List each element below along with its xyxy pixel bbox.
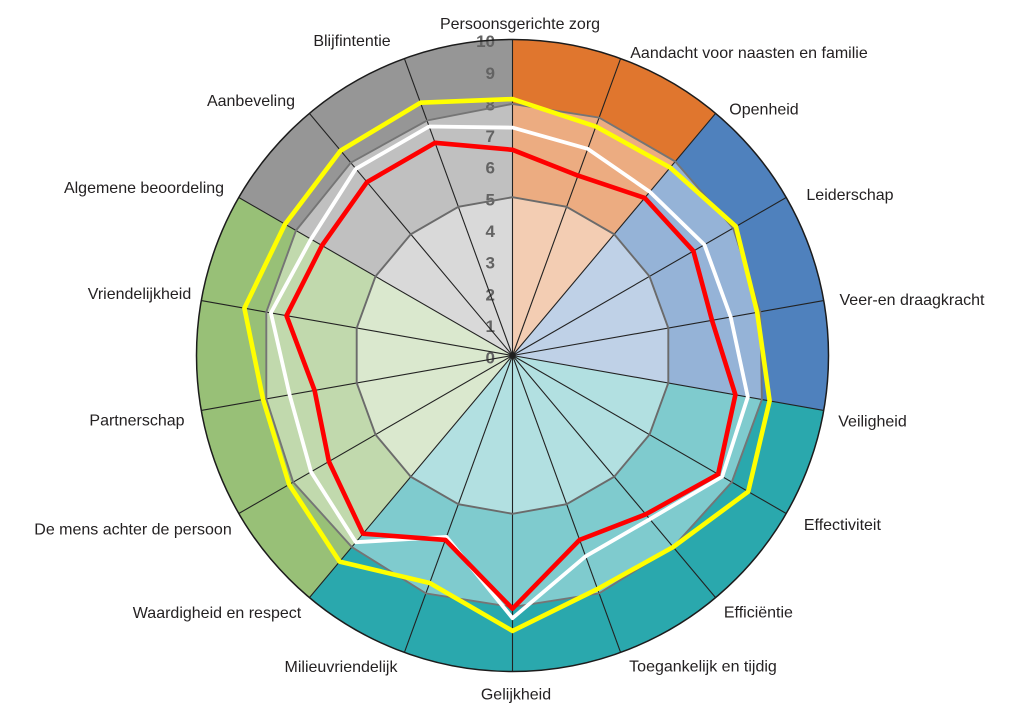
svg-text:0: 0 <box>486 349 495 368</box>
svg-text:Openheid: Openheid <box>729 102 798 119</box>
svg-text:Aanbeveling: Aanbeveling <box>207 93 295 110</box>
svg-text:6: 6 <box>486 159 495 178</box>
svg-text:Effectiviteit: Effectiviteit <box>804 517 882 534</box>
svg-text:Veiligheid: Veiligheid <box>838 413 907 430</box>
svg-text:Blijfintentie: Blijfintentie <box>313 33 390 50</box>
svg-text:Vriendelijkheid: Vriendelijkheid <box>88 286 191 303</box>
svg-text:Leiderschap: Leiderschap <box>806 187 893 204</box>
svg-text:9: 9 <box>486 64 495 83</box>
svg-text:4: 4 <box>486 222 496 241</box>
svg-text:Veer-en draagkracht: Veer-en draagkracht <box>840 292 986 309</box>
svg-text:Waardigheid en respect: Waardigheid en respect <box>133 605 302 622</box>
svg-text:5: 5 <box>486 190 495 209</box>
svg-text:Partnerschap: Partnerschap <box>89 413 184 430</box>
svg-text:10: 10 <box>476 32 495 51</box>
svg-text:Toegankelijk en tijdig: Toegankelijk en tijdig <box>629 658 777 675</box>
svg-text:Efficiëntie: Efficiëntie <box>724 605 793 622</box>
svg-text:Algemene beoordeling: Algemene beoordeling <box>64 180 224 197</box>
svg-text:Persoonsgerichte zorg: Persoonsgerichte zorg <box>440 16 600 33</box>
svg-text:7: 7 <box>486 127 495 146</box>
svg-text:Milieuvriendelijk: Milieuvriendelijk <box>285 659 399 676</box>
svg-text:Aandacht voor naasten en famil: Aandacht voor naasten en familie <box>630 45 868 62</box>
svg-text:8: 8 <box>486 95 495 114</box>
svg-text:1: 1 <box>486 317 495 336</box>
svg-text:De mens achter de persoon: De mens achter de persoon <box>34 522 231 539</box>
svg-text:3: 3 <box>486 254 495 273</box>
svg-text:Gelijkheid: Gelijkheid <box>481 687 551 704</box>
